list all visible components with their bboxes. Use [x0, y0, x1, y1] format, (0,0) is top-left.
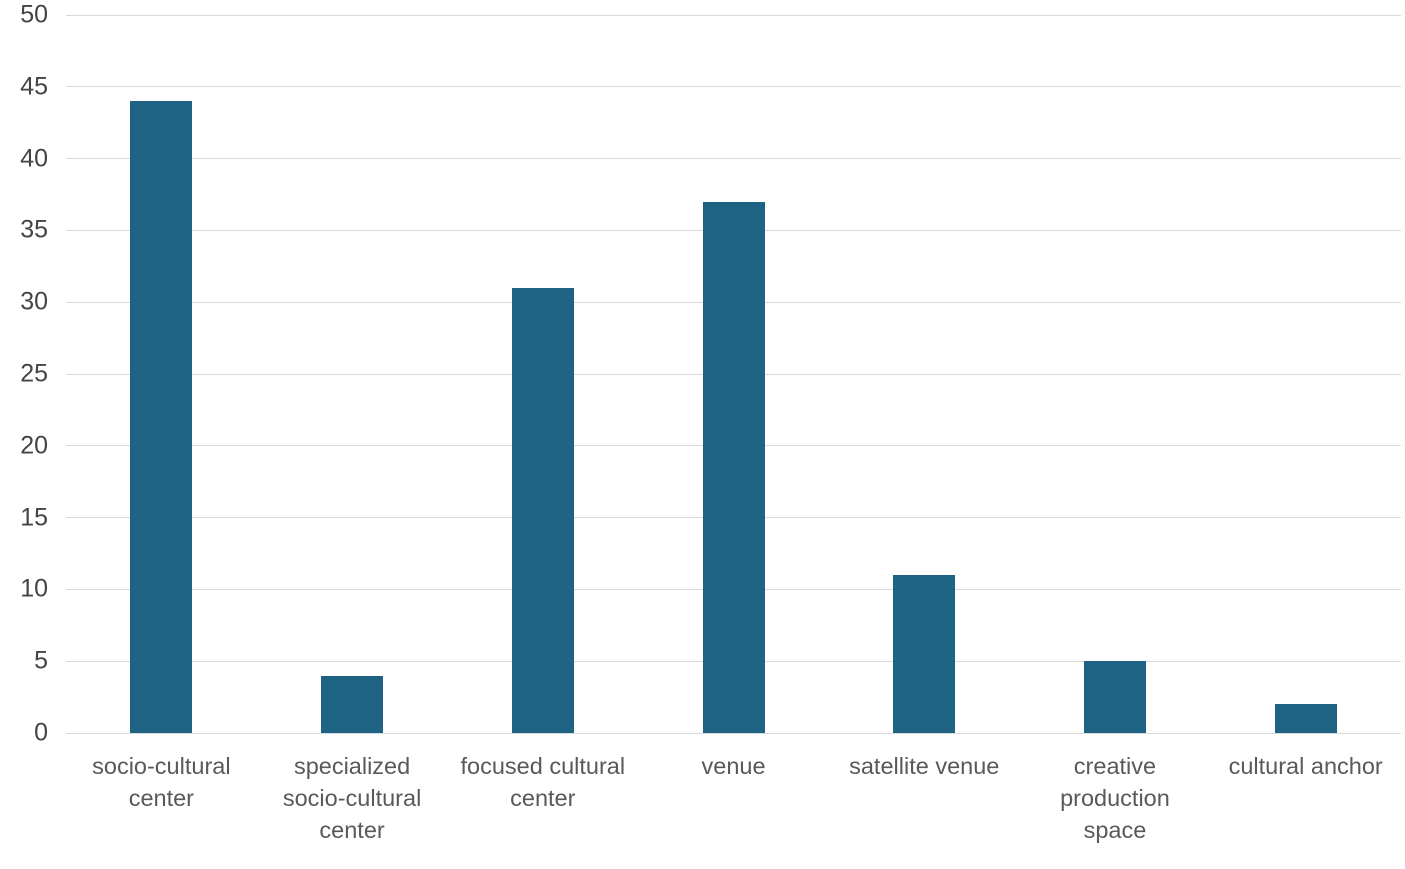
x-category-label: socio-cultural center: [92, 753, 231, 811]
gridline: [66, 732, 1401, 734]
y-tick-label: 30: [20, 287, 48, 316]
y-tick-label: 25: [20, 359, 48, 388]
bar: [893, 575, 956, 733]
y-tick-label: 10: [20, 574, 48, 603]
bar-slot: [447, 15, 638, 733]
y-tick-label: 35: [20, 215, 48, 244]
y-tick-label: 50: [20, 0, 48, 29]
bar-slot: [1020, 15, 1211, 733]
bar-slot: [1210, 15, 1401, 733]
bar-slot: [638, 15, 829, 733]
y-tick-label: 45: [20, 72, 48, 101]
x-category-label: satellite venue: [849, 753, 1000, 779]
gridline: [66, 158, 1401, 160]
bars-container: [66, 15, 1401, 733]
x-category-label: specialized socio-cultural center: [282, 753, 422, 843]
bar: [130, 101, 193, 733]
bar-slot: [829, 15, 1020, 733]
gridline: [66, 86, 1401, 88]
y-tick-label: 40: [20, 144, 48, 173]
bar: [321, 675, 384, 733]
x-category-label: focused cultural center: [460, 753, 626, 811]
gridline: [66, 14, 1401, 16]
bar: [702, 201, 765, 733]
y-tick-label: 5: [34, 646, 48, 675]
x-axis: socio-cultural center specialized socio-c…: [66, 750, 1401, 846]
bar: [511, 287, 574, 733]
y-tick-label: 15: [20, 503, 48, 532]
y-axis: 0 5 10 15 20 25 30 35 40 45 50: [0, 2, 58, 745]
bar-slot: [66, 15, 257, 733]
plot-area: [66, 14, 1401, 734]
bar-slot: [257, 15, 448, 733]
x-category-label: cultural anchor: [1228, 753, 1383, 779]
bar: [1083, 661, 1146, 733]
x-category-label: creative production space: [1060, 753, 1170, 843]
bar: [1274, 704, 1337, 733]
y-tick-label: 0: [34, 718, 48, 747]
y-tick-label: 20: [20, 431, 48, 460]
x-category-label: venue: [701, 753, 766, 779]
